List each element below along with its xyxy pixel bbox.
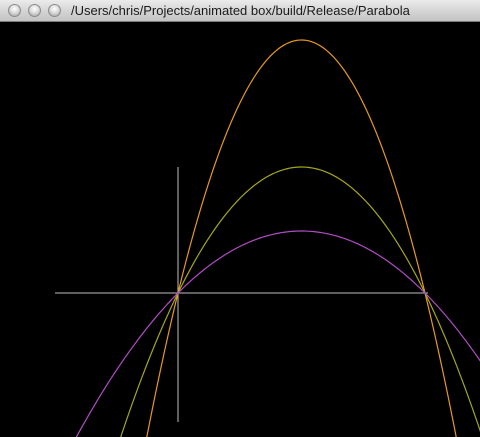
minimize-window-icon[interactable] — [28, 4, 41, 17]
window-title: /Users/chris/Projects/animated box/build… — [71, 3, 410, 18]
parabola-curve-medium — [0, 167, 480, 437]
title-bar[interactable]: /Users/chris/Projects/animated box/build… — [0, 0, 480, 22]
plot-canvas — [0, 22, 480, 437]
parabola-curve-low — [0, 231, 480, 437]
zoom-window-icon[interactable] — [48, 4, 61, 17]
parabola-curve-tall — [0, 40, 480, 437]
close-window-icon[interactable] — [8, 4, 21, 17]
parabola-plot — [0, 22, 480, 437]
